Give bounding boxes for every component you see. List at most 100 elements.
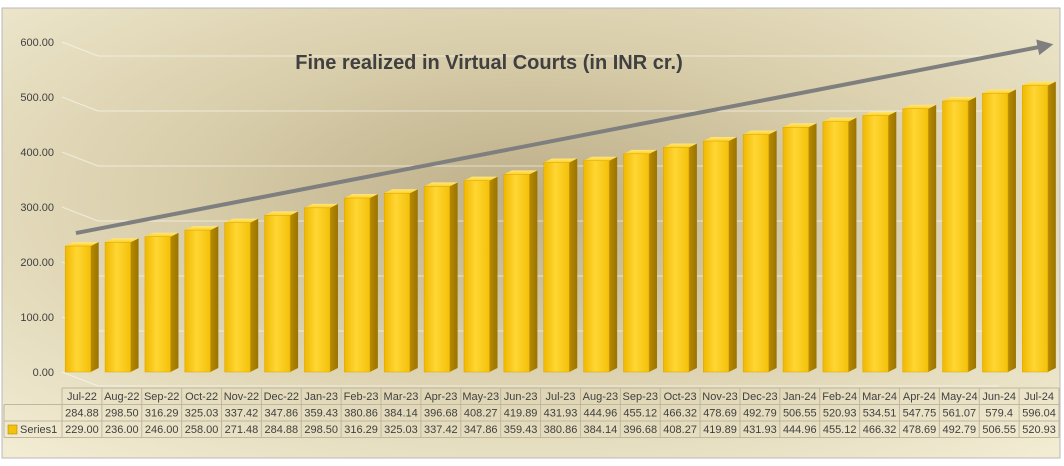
bar-front xyxy=(423,186,450,373)
bar-side xyxy=(968,96,977,372)
bar-feb-24 xyxy=(822,117,857,373)
bar-side xyxy=(449,182,458,372)
bar-apr-24 xyxy=(902,104,937,373)
bar-front xyxy=(264,215,291,373)
x-tick-label: May-24 xyxy=(941,391,978,403)
x-tick-label: Jul-22 xyxy=(67,391,97,403)
table-cell-row2: 380.86 xyxy=(344,408,378,420)
bar-front xyxy=(703,140,730,373)
y-tick-label: 300.00 xyxy=(20,202,54,214)
x-tick-label: Jan-24 xyxy=(783,391,817,403)
bar-nov-23 xyxy=(703,137,737,373)
table-cell-series1: 466.32 xyxy=(863,424,897,436)
table-cell-series1: 316.29 xyxy=(344,424,378,436)
table-cell-row2: 408.27 xyxy=(464,408,498,420)
table-cell-row2: 478.69 xyxy=(703,408,737,420)
bar-side xyxy=(888,111,897,373)
bar-front xyxy=(782,127,809,373)
table-cell-row2: 431.93 xyxy=(544,408,578,420)
table-cell-series1: 384.14 xyxy=(584,424,618,436)
x-tick-label: Feb-24 xyxy=(822,391,857,403)
table-cell-row2: 561.07 xyxy=(942,408,976,420)
table-cell-row2: 492.79 xyxy=(743,408,777,420)
bar-front xyxy=(663,147,690,373)
chart-title: Fine realized in Virtual Courts (in INR … xyxy=(295,52,682,74)
bar-top xyxy=(344,194,378,199)
table-cell-series1: 325.03 xyxy=(384,424,418,436)
bar-top xyxy=(1022,81,1056,86)
table-cell-row2: 284.88 xyxy=(65,408,99,420)
bar-sep-22 xyxy=(144,232,179,373)
bar-side xyxy=(649,149,658,372)
table-cell-series1: 478.69 xyxy=(903,424,937,436)
y-tick-label: 600.00 xyxy=(20,37,54,49)
x-tick-label: Sep-22 xyxy=(144,391,179,403)
bar-front xyxy=(184,229,211,373)
bar-jun-24 xyxy=(982,89,1016,373)
bar-side xyxy=(1047,81,1056,373)
bar-oct-23 xyxy=(663,143,697,373)
y-tick-label: 200.00 xyxy=(20,257,54,269)
bar-side xyxy=(688,143,697,372)
bar-front xyxy=(583,160,610,373)
bar-jul-24 xyxy=(1022,81,1056,373)
bar-side xyxy=(808,123,817,372)
x-tick-label: Oct-23 xyxy=(664,391,697,403)
bar-side xyxy=(250,218,259,372)
bar-top xyxy=(862,111,897,116)
bar-mar-23 xyxy=(383,189,418,373)
bar-side xyxy=(529,170,538,372)
bar-jul-22 xyxy=(64,242,99,373)
bar-dec-22 xyxy=(264,211,299,373)
bar-top xyxy=(743,130,777,135)
bar-side xyxy=(369,194,378,372)
legend-series-name: Series1 xyxy=(20,424,57,436)
bar-side xyxy=(130,238,139,372)
bar-front xyxy=(862,115,889,373)
x-tick-label: Dec-23 xyxy=(742,391,777,403)
bar-top xyxy=(384,189,418,194)
table-cell-row2: 455.12 xyxy=(623,408,657,420)
table-cell-series1: 337.42 xyxy=(424,424,458,436)
bar-top xyxy=(543,158,578,163)
bar-top xyxy=(583,156,618,161)
table-cell-series1: 492.79 xyxy=(942,424,976,436)
table-cell-series1: 284.88 xyxy=(265,424,299,436)
x-tick-label: Sep-23 xyxy=(623,391,658,403)
table-cell-row2: 316.29 xyxy=(145,408,179,420)
x-tick-label: Jan-23 xyxy=(304,391,338,403)
bar-top xyxy=(663,143,697,148)
bar-front xyxy=(463,180,490,373)
gridline xyxy=(61,151,999,167)
x-tick-label: Jun-23 xyxy=(504,391,538,403)
table-cell-row2: 325.03 xyxy=(185,408,219,420)
y-tick-label: 0.00 xyxy=(33,367,54,379)
table-cell-row2: 596.04 xyxy=(1022,408,1056,420)
bar-apr-23 xyxy=(423,182,458,373)
table-cell-series1: 506.55 xyxy=(982,424,1016,436)
bar-side xyxy=(489,176,498,372)
bar-top xyxy=(902,104,937,109)
bar-top xyxy=(105,238,139,243)
bar-side xyxy=(210,226,219,372)
bar-dec-23 xyxy=(742,130,777,373)
bar-front xyxy=(503,174,530,373)
bar-front xyxy=(942,100,969,373)
bar-front xyxy=(543,162,570,373)
bar-jan-23 xyxy=(304,203,338,373)
x-tick-label: Jul-24 xyxy=(1024,391,1054,403)
x-tick-label: Dec-22 xyxy=(264,391,299,403)
bar-front xyxy=(902,108,929,373)
table-cell-row2: 547.75 xyxy=(903,408,937,420)
trend-arrow xyxy=(75,39,1054,236)
x-tick-label: Apr-23 xyxy=(424,391,457,403)
bar-side xyxy=(848,117,857,373)
bar-jun-23 xyxy=(503,170,538,373)
table-cell-row2: 444.96 xyxy=(584,408,618,420)
x-tick-label: Apr-24 xyxy=(903,391,936,403)
table-cell-series1: 520.93 xyxy=(1022,424,1056,436)
bar-mar-24 xyxy=(862,111,897,373)
bar-side xyxy=(290,211,299,372)
